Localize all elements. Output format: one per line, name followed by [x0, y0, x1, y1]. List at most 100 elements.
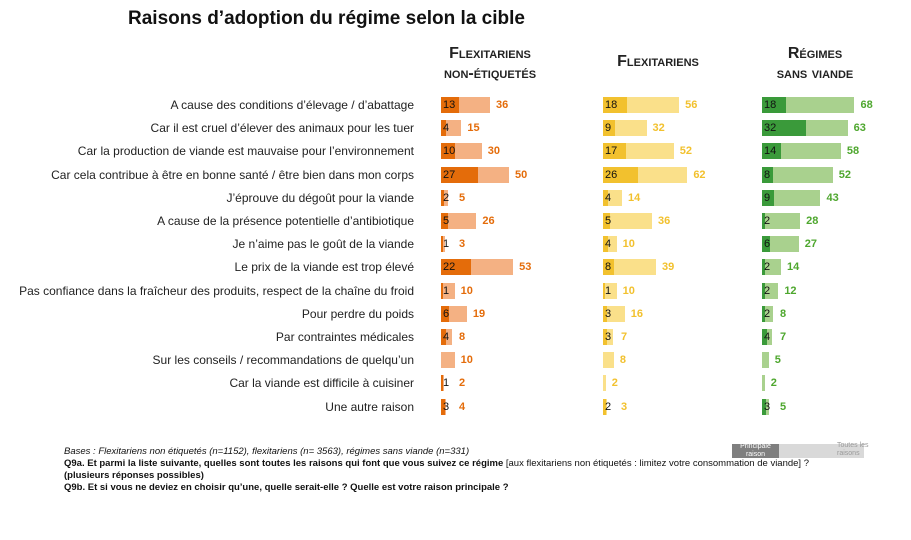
value-label-toutes: 14	[787, 261, 800, 274]
group-header-line: non-étiquetés	[443, 65, 537, 82]
value-label-principale: 8	[605, 261, 612, 274]
value-label-toutes: 68	[860, 99, 873, 111]
value-label-principale: 3	[605, 331, 612, 343]
bar-toutes	[441, 282, 455, 299]
bar-principale	[441, 375, 443, 392]
value-label-toutes: 5	[780, 400, 787, 413]
bar-principale	[762, 166, 773, 183]
value-label-principale: 1	[605, 284, 612, 297]
bar-principale	[441, 305, 450, 322]
value-label-toutes: 14	[628, 191, 641, 204]
bar-principale	[603, 166, 639, 183]
bar-principale	[441, 143, 455, 160]
category-label: Pour perdre du poids	[301, 306, 414, 321]
bar-principale	[441, 97, 459, 113]
group-header-line: sans viande	[776, 65, 854, 82]
bar-toutes	[603, 305, 625, 322]
value-label-toutes: 15	[467, 122, 480, 135]
value-label-toutes: 56	[685, 99, 698, 111]
bar-principale	[441, 398, 446, 415]
value-label-toutes: 7	[621, 331, 628, 343]
value-label-principale: 3	[605, 307, 612, 320]
value-label-toutes: 4	[459, 400, 466, 413]
bar-principale	[603, 259, 614, 276]
legend-label-toutes: Toutes les raisons	[837, 442, 869, 457]
value-label-toutes: 32	[652, 122, 665, 135]
bar-principale	[762, 143, 782, 160]
footnotes: Bases : Flexitariens non étiquetés (n=11…	[64, 446, 904, 494]
value-label-principale: 22	[443, 261, 456, 274]
bar-principale	[762, 282, 765, 299]
value-label-toutes: 36	[657, 215, 671, 227]
bar-principale	[603, 213, 610, 229]
q9a-note-text: (plusieurs réponses possibles)	[64, 470, 204, 481]
value-label-principale: 1	[443, 238, 450, 251]
value-label-principale: 26	[605, 168, 618, 181]
bar-toutes	[441, 352, 455, 369]
value-label-principale: 2	[764, 284, 771, 297]
value-label-toutes: 63	[853, 122, 866, 135]
value-label-toutes: 2	[770, 377, 777, 390]
value-label-toutes: 12	[784, 284, 797, 297]
value-label-principale: 2	[764, 307, 771, 320]
value-label-toutes: 62	[693, 168, 706, 181]
category-label: A cause des conditions d’élevage / d’aba…	[170, 98, 414, 112]
bases-note: Bases : Flexitariens non étiquetés (n=11…	[64, 446, 470, 457]
bar-principale	[441, 120, 447, 137]
value-label-toutes: 10	[460, 284, 473, 297]
value-label-principale: 4	[605, 238, 612, 251]
bar-toutes	[441, 189, 448, 206]
value-label-toutes: 8	[459, 331, 466, 343]
value-label-toutes: 28	[806, 215, 819, 227]
q9a-bold: Q9a. Et parmi la liste suivante, quelles…	[64, 458, 504, 469]
bar-principale	[762, 398, 767, 415]
bar-toutes	[762, 189, 821, 206]
chart-title: Raisons d’adoption du régime selon la ci…	[128, 8, 525, 29]
value-label-toutes: 52	[679, 145, 692, 158]
bar-principale	[762, 97, 787, 113]
value-label-toutes: 50	[515, 168, 528, 181]
bar-principale	[603, 120, 616, 137]
value-label-toutes: 39	[662, 261, 675, 274]
value-label-toutes: 58	[846, 145, 860, 158]
value-label-principale: 4	[443, 331, 450, 343]
bar-principale	[603, 236, 609, 253]
group-header-flexitariens: Flexitariens	[588, 52, 728, 72]
bar-toutes	[762, 375, 765, 392]
value-label-principale: 5	[605, 215, 612, 227]
bar-principale	[603, 329, 608, 345]
category-label: Sur les conseils / recommandations de qu…	[152, 353, 414, 368]
bar-toutes	[762, 259, 782, 276]
bar-toutes	[603, 282, 617, 299]
legend-swatch-principale	[732, 444, 779, 458]
bar-principale	[441, 282, 443, 299]
value-label-toutes: 8	[780, 307, 787, 320]
value-label-principale: 6	[764, 238, 771, 251]
value-label-principale: 27	[443, 168, 456, 181]
value-label-toutes: 3	[621, 400, 628, 413]
q9b-text: Q9b. Et si vous ne deviez en choisir qu’…	[64, 482, 509, 493]
category-label: Le prix de la viande est trop élevé	[234, 260, 414, 275]
value-label-principale: 3	[443, 400, 450, 413]
bar-principale	[441, 166, 478, 183]
bar-principale	[603, 282, 605, 299]
value-label-principale: 2	[443, 191, 450, 204]
category-label: Par contraintes médicales	[275, 330, 414, 344]
question-q9a-note: (plusieurs réponses possibles)	[64, 470, 904, 482]
value-label-principale: 9	[764, 191, 771, 204]
bar-toutes	[603, 259, 657, 276]
category-label: A cause de la présence potentielle d’ant…	[157, 214, 414, 228]
value-label-principale: 6	[443, 307, 450, 320]
bar-principale	[441, 236, 443, 253]
value-label-toutes: 5	[459, 191, 466, 204]
bar-toutes	[762, 236, 799, 253]
bar-toutes	[441, 329, 452, 345]
category-label: Car cela contribue à être en bonne santé…	[51, 167, 414, 182]
group-header-line: Régimes	[787, 45, 843, 62]
group-header-flexitariens-non-etiquetes: Flexitariens non-étiquetés	[420, 44, 560, 84]
value-label-principale: 4	[605, 191, 612, 204]
value-label-toutes: 2	[459, 377, 466, 390]
bar-toutes	[762, 166, 833, 183]
value-label-toutes: 36	[495, 99, 509, 111]
bar-principale	[603, 143, 627, 160]
